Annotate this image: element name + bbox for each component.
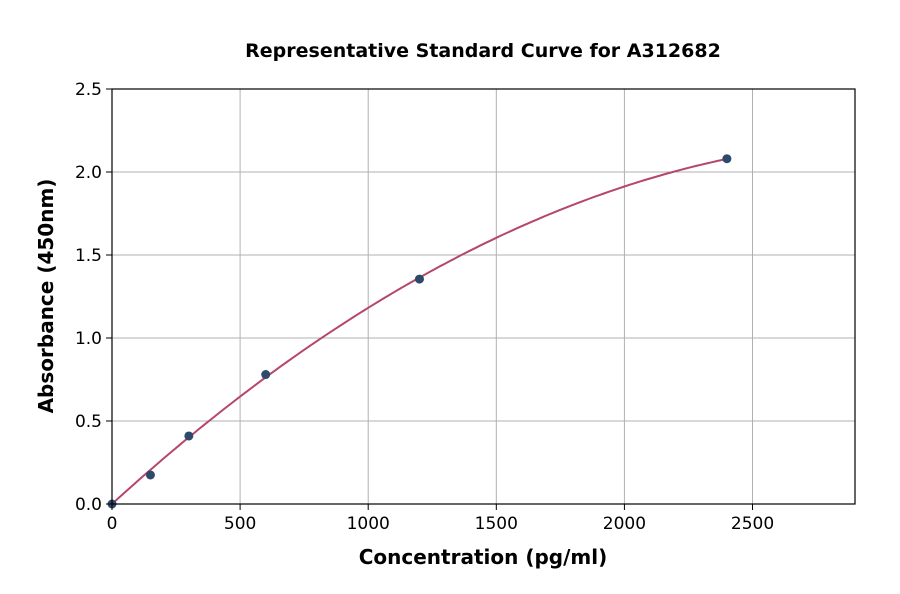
x-tick-label: 2500 <box>731 514 774 534</box>
data-point <box>261 370 271 380</box>
y-tick-label: 2.5 <box>75 80 102 100</box>
data-point <box>145 470 155 480</box>
data-point <box>184 431 194 441</box>
x-axis-label: Concentration (pg/ml) <box>359 545 608 569</box>
x-tick-label: 1500 <box>475 514 518 534</box>
y-tick-label: 1.5 <box>75 246 102 266</box>
y-axis-label: Absorbance (450nm) <box>34 179 58 414</box>
plot-frame <box>111 88 856 505</box>
y-tick-label: 1.0 <box>75 329 102 349</box>
data-point <box>722 154 732 164</box>
y-tick-label: 0.5 <box>75 412 102 432</box>
y-tick-label: 0.0 <box>75 495 102 515</box>
x-tick-label: 0 <box>107 514 118 534</box>
data-point <box>414 274 424 284</box>
y-tick-label: 2.0 <box>75 163 102 183</box>
x-tick-label: 1000 <box>347 514 390 534</box>
x-tick-label: 500 <box>224 514 256 534</box>
fit-curve <box>111 157 728 505</box>
chart-title: Representative Standard Curve for A31268… <box>245 40 721 62</box>
x-tick-label: 2000 <box>603 514 646 534</box>
